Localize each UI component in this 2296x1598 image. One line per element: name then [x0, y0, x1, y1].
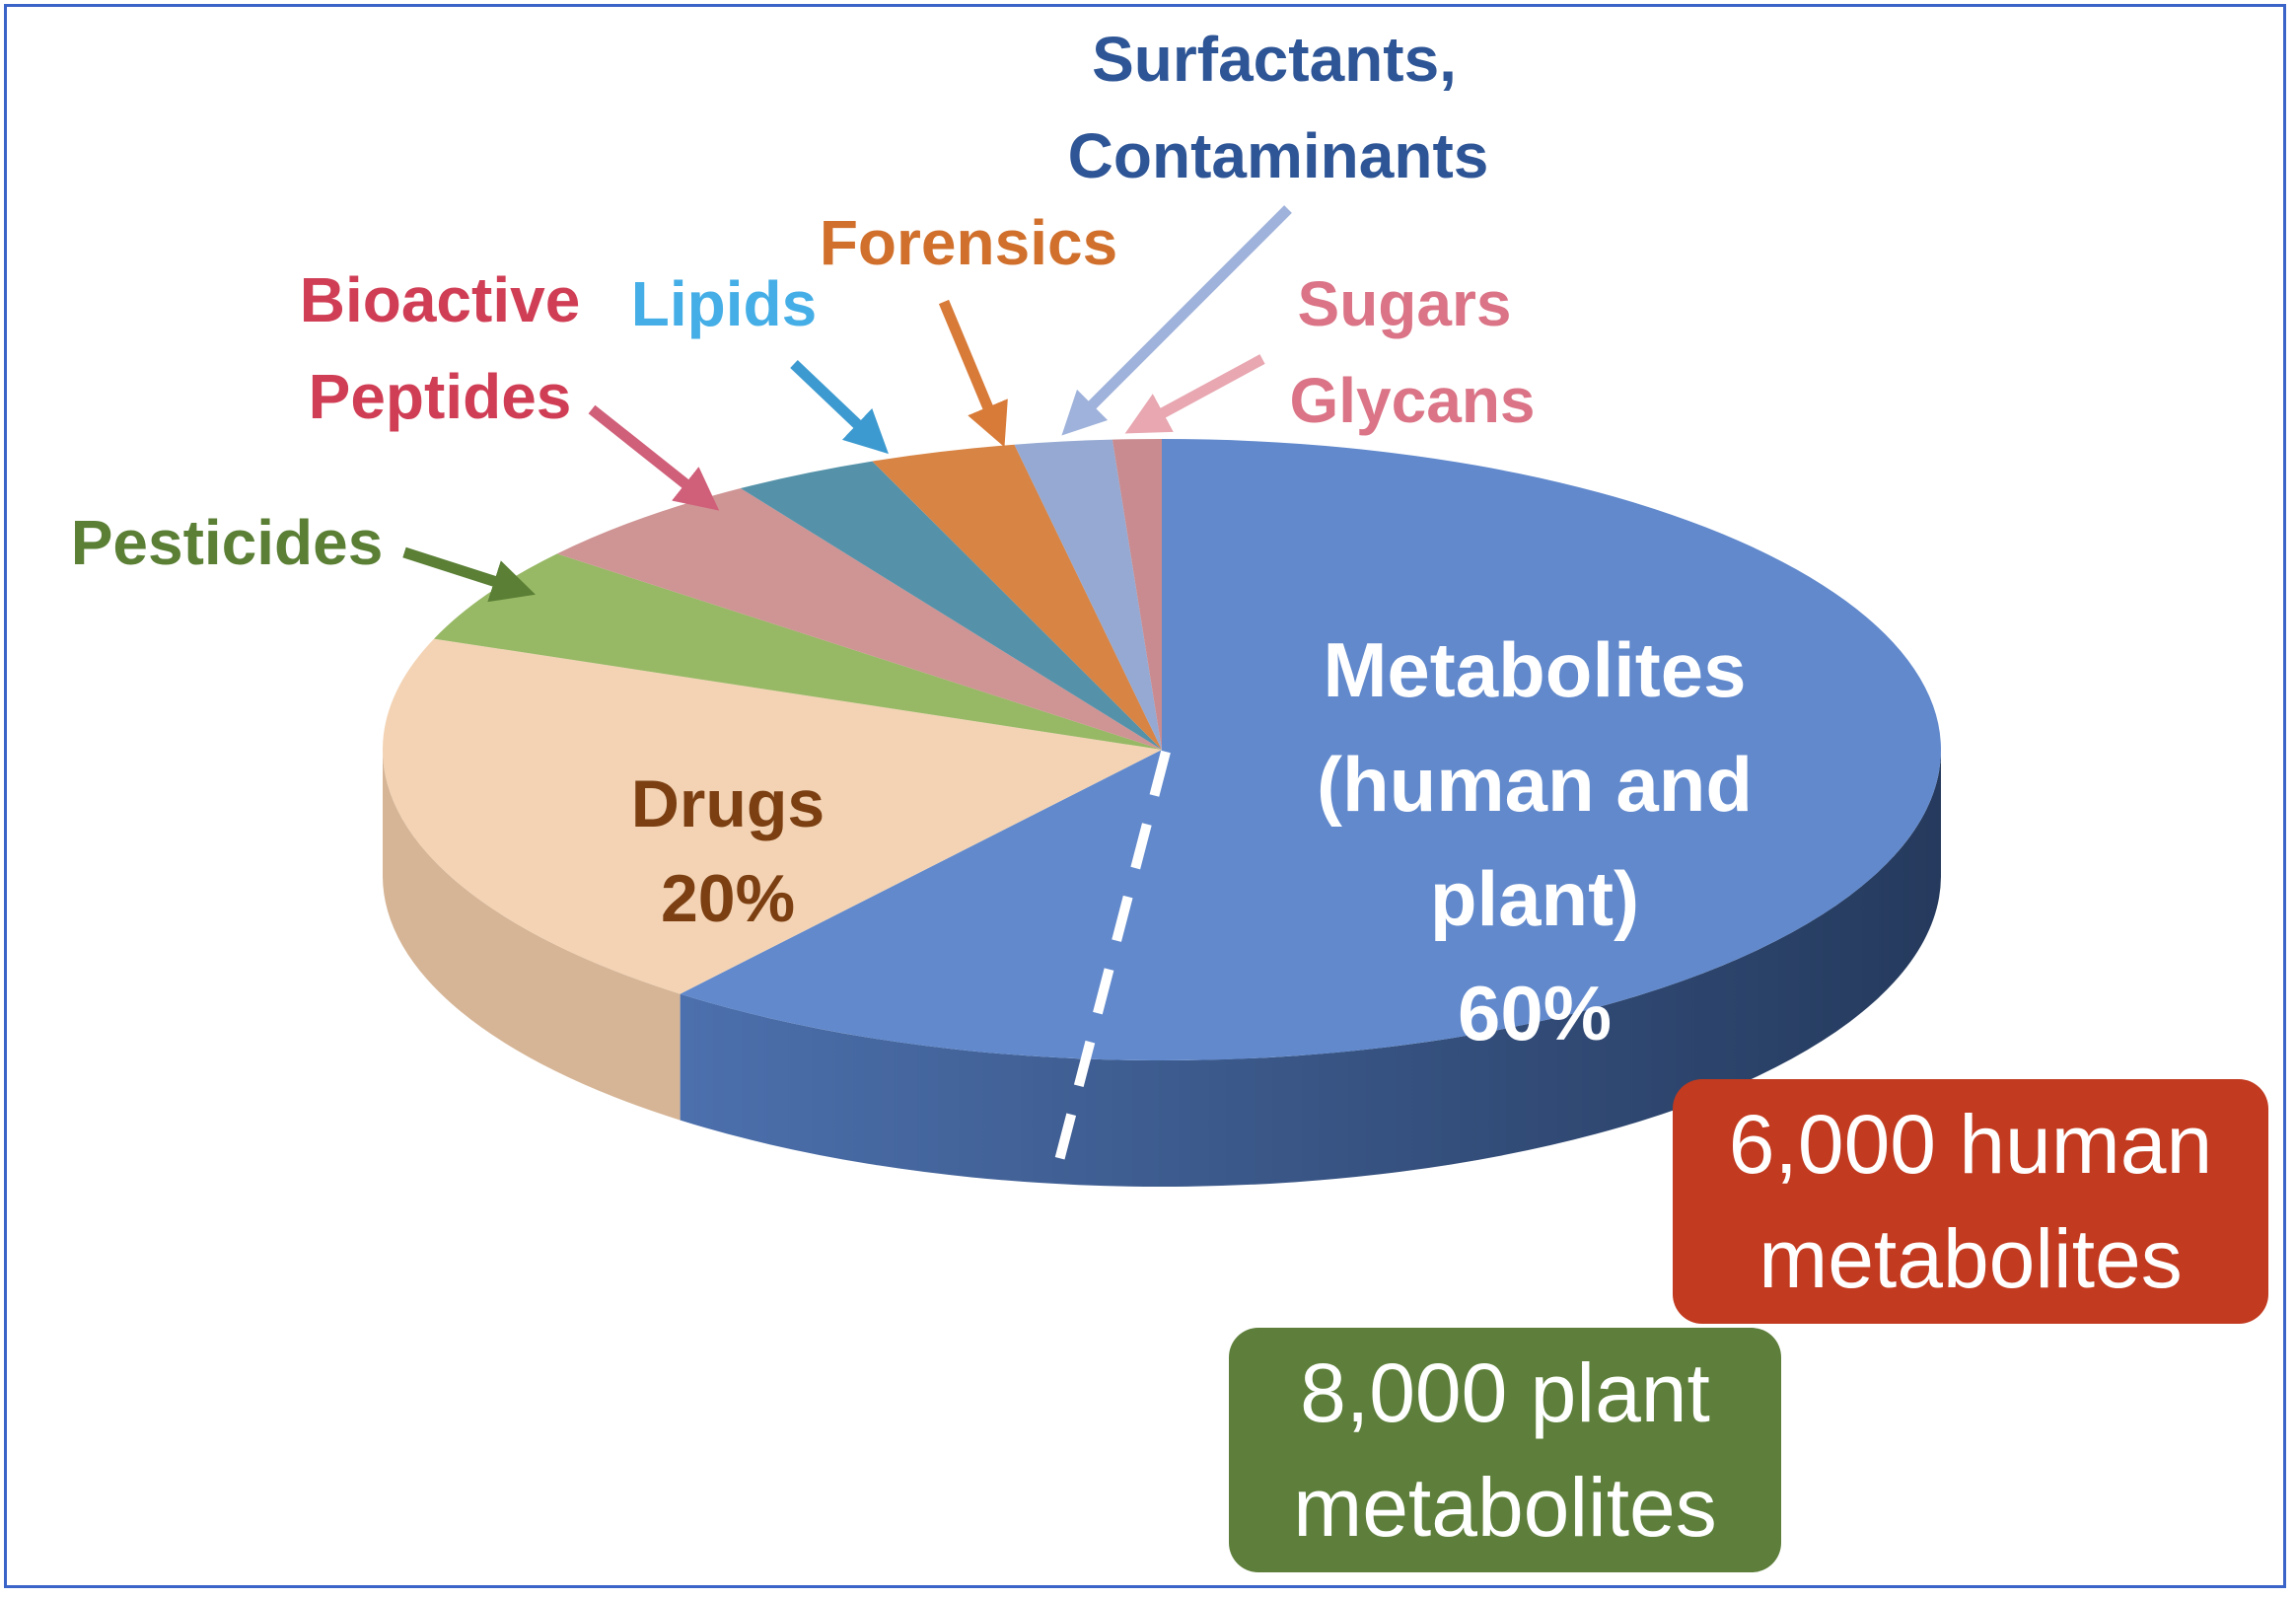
label-pesticides-line-1: Pesticides	[71, 507, 384, 578]
slice-pesticides	[434, 553, 1162, 750]
slice-lipids	[740, 461, 1162, 750]
plant-callout-line-1: 8,000 plant	[1300, 1346, 1710, 1439]
label-forensics: Forensics	[820, 207, 1117, 278]
label-sugars-line-2: Glycans	[1289, 365, 1535, 436]
label-surfactants-contaminants: Surfactants, Contaminants	[1068, 24, 1489, 191]
drugs-side-wall	[383, 750, 681, 1121]
label-bioactive-line-1: Bioactive	[300, 264, 581, 335]
label-lipids-line-1: Lipids	[631, 268, 817, 339]
human-callout-line-2: metabolites	[1758, 1212, 2183, 1305]
label-drugs-line-1: Drugs	[631, 766, 825, 841]
slice-bioactive-peptides	[556, 488, 1162, 750]
label-metabolites-line-1: Metabolites	[1323, 626, 1746, 713]
label-metabolites-line-3: plant)	[1430, 855, 1639, 942]
slice-forensics	[872, 444, 1162, 750]
leader-arrows	[402, 205, 1292, 603]
lipids-arrow	[790, 360, 889, 455]
plant-metabolites-callout: 8,000 plant metabolites	[1229, 1328, 1781, 1572]
human-callout-line-1: 6,000 human	[1728, 1098, 2213, 1191]
label-metabolites: Metabolites (human and plant) 60%	[1317, 626, 1753, 1056]
forensics-arrow	[938, 299, 1008, 448]
label-sugars-glycans: Sugars Glycans	[1289, 268, 1535, 436]
slice-metabolites	[680, 439, 1941, 1060]
label-metabolites-line-4: 60%	[1458, 970, 1612, 1056]
label-forensics-line-1: Forensics	[820, 207, 1117, 278]
surfactants-arrow	[1061, 205, 1292, 436]
label-drugs: Drugs 20%	[631, 766, 825, 936]
label-surfactants-line-1: Surfactants,	[1092, 24, 1457, 95]
metabolites-side-wall	[680, 750, 1941, 1187]
label-bioactive-line-2: Peptides	[309, 361, 572, 432]
slice-sugars-glycans	[1112, 439, 1162, 750]
plant-callout-line-2: metabolites	[1293, 1461, 1717, 1554]
human-metabolites-callout: 6,000 human metabolites	[1673, 1079, 2268, 1324]
label-pesticides: Pesticides	[71, 507, 384, 578]
pesticides-arrow	[402, 546, 536, 603]
label-drugs-line-2: 20%	[661, 861, 795, 936]
label-lipids: Lipids	[631, 268, 817, 339]
label-bioactive-peptides: Bioactive Peptides	[300, 264, 581, 432]
label-sugars-line-1: Sugars	[1298, 268, 1512, 339]
label-metabolites-line-2: (human and	[1317, 741, 1753, 828]
sugars-arrow	[1124, 354, 1265, 434]
label-surfactants-line-2: Contaminants	[1068, 120, 1489, 191]
slice-drugs	[382, 638, 1162, 994]
bioactive-peptides-arrow	[588, 404, 720, 511]
slice-surfactants-contaminants	[1014, 439, 1162, 750]
